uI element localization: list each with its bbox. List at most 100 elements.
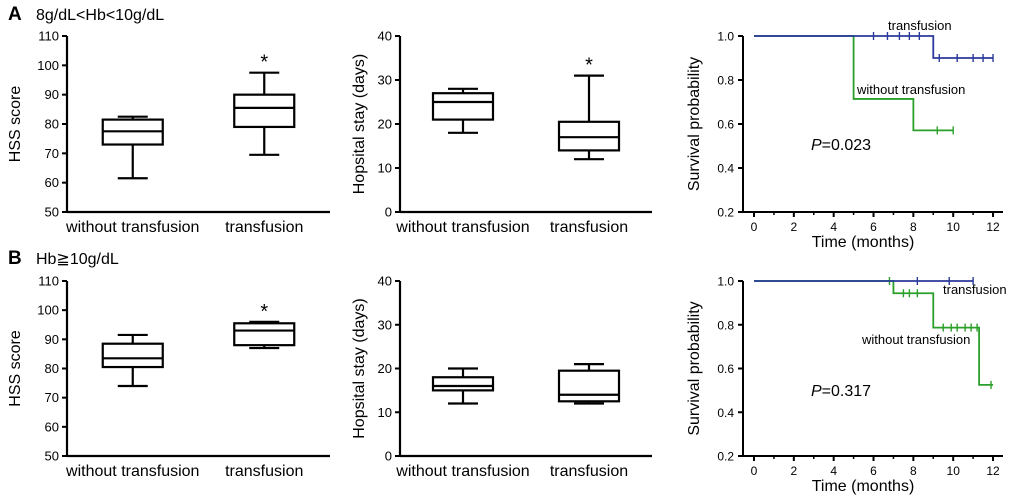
y-tick-label: 20 xyxy=(378,117,392,132)
box-iqr xyxy=(233,322,296,347)
y-tick-label: 0.2 xyxy=(717,206,734,220)
y-tick-label: 40 xyxy=(378,29,392,44)
x-tick-label: 12 xyxy=(986,464,1000,478)
box-iqr xyxy=(557,369,621,403)
series-label-transfusion: transfusion xyxy=(943,282,1007,297)
y-tick-label: 0.2 xyxy=(717,450,734,464)
box-transfusion xyxy=(233,71,296,156)
x-tick-label: 10 xyxy=(947,220,961,234)
x-category-label: transfusion xyxy=(550,463,628,480)
series-label-transfusion: transfusion xyxy=(888,18,952,33)
box-iqr xyxy=(431,92,495,121)
x-tick-label: 12 xyxy=(986,220,1000,234)
box-iqr xyxy=(233,93,296,129)
series-transfusion xyxy=(754,32,994,62)
y-tick-label: 0.8 xyxy=(717,318,734,332)
x-category-label: without transfusion xyxy=(395,219,529,236)
p-symbol: P xyxy=(811,137,822,154)
y-tick-label: 100 xyxy=(37,303,59,318)
x-tick-label: 6 xyxy=(870,220,877,234)
y-tick-label: 100 xyxy=(37,58,59,73)
y-tick-label: 0.4 xyxy=(717,406,734,420)
p-value-annotation: P=0.317 xyxy=(811,383,871,400)
y-tick-label: 50 xyxy=(45,205,59,220)
panel-a3: 0.2 0.4 0.6 0.8 1.0 0 2 4 6 8 10 12 Survival probabi… xyxy=(686,18,1003,251)
y-axis-label: Survival probability xyxy=(686,301,703,435)
x-tick-label: 0 xyxy=(751,464,758,478)
y-tick-label: 30 xyxy=(378,317,392,332)
x-tick-label: 4 xyxy=(830,464,837,478)
y-tick-label: 70 xyxy=(45,146,59,161)
x-tick-label: 2 xyxy=(790,464,797,478)
x-category-label: without transfusion xyxy=(65,463,199,480)
y-tick-label: 10 xyxy=(378,161,392,176)
panel-letter: A xyxy=(8,4,22,25)
x-category-label: transfusion xyxy=(550,219,628,236)
y-tick-label: 1.0 xyxy=(717,275,734,289)
y-tick-label: 0.8 xyxy=(717,74,734,88)
p-value-annotation: P=0.023 xyxy=(811,137,871,154)
series-without-transfusion xyxy=(754,277,994,389)
x-tick-label: 4 xyxy=(830,220,837,234)
y-tick-label: 60 xyxy=(45,419,59,434)
y-tick-label: 0 xyxy=(385,449,392,464)
y-axis-label: HSS score xyxy=(7,86,24,163)
x-tick-label: 0 xyxy=(751,220,758,234)
series-transfusion xyxy=(754,277,974,285)
panel-letter: B xyxy=(8,248,22,269)
y-tick-label: 50 xyxy=(45,449,59,464)
box-transfusion xyxy=(233,320,296,350)
panel-b2: 0 10 20 30 40 Hopsital stay (days) without tra… xyxy=(351,274,652,480)
p-value-text: =0.023 xyxy=(822,137,871,154)
y-axis-label: Survival probability xyxy=(686,57,703,191)
p-symbol: P xyxy=(811,383,822,400)
x-tick-label: 8 xyxy=(910,464,917,478)
x-category-label: transfusion xyxy=(225,219,303,236)
y-tick-label: 110 xyxy=(38,29,59,44)
y-axis-label: Hopsital stay (days) xyxy=(351,298,368,439)
panel-b1: B Hb≧10g/dL 50 60 70 80 90 100 110 HSS score witho… xyxy=(7,248,330,480)
y-tick-label: 30 xyxy=(378,73,392,88)
y-tick-label: 60 xyxy=(45,175,59,190)
y-tick-label: 20 xyxy=(378,361,392,376)
y-tick-label: 110 xyxy=(38,274,59,289)
significance-asterisk: * xyxy=(260,301,268,323)
y-tick-label: 0.6 xyxy=(717,362,734,376)
panel-subtitle: Hb≧10g/dL xyxy=(36,251,119,268)
box-without-transfusion xyxy=(101,333,164,388)
box-without-transfusion xyxy=(101,115,164,180)
x-tick-label: 10 xyxy=(947,464,961,478)
x-tick-label: 6 xyxy=(870,464,877,478)
x-category-label: without transfusion xyxy=(65,219,199,236)
y-tick-label: 0.6 xyxy=(717,118,734,132)
y-tick-label: 40 xyxy=(378,274,392,289)
y-tick-label: 80 xyxy=(45,361,59,376)
box-transfusion xyxy=(557,363,621,405)
x-category-label: without transfusion xyxy=(395,463,529,480)
panel-b3: 0.2 0.4 0.6 0.8 1.0 0 2 4 6 8 10 12 Survival probabi… xyxy=(686,275,1007,496)
y-tick-label: 70 xyxy=(45,390,59,405)
y-tick-label: 80 xyxy=(45,117,59,132)
significance-asterisk: * xyxy=(585,55,593,77)
p-value-text: =0.317 xyxy=(822,383,871,400)
y-axis-label: Hopsital stay (days) xyxy=(351,54,368,195)
x-tick-label: 8 xyxy=(910,220,917,234)
survival-curve xyxy=(754,35,994,59)
panel-subtitle: 8g/dL<Hb<10g/dL xyxy=(36,7,164,24)
box-iqr xyxy=(431,376,495,392)
panel-a1: A 8g/dL<Hb<10g/dL 50 60 70 80 90 100 110 HSS scor… xyxy=(7,4,330,236)
y-axis-label: HSS score xyxy=(7,330,24,407)
y-tick-label: 1.0 xyxy=(717,30,734,44)
panel-a2: 0 10 20 30 40 Hopsital stay (days) without tra… xyxy=(351,29,652,236)
significance-asterisk: * xyxy=(260,52,268,74)
x-axis-label: Time (months) xyxy=(812,234,915,251)
box-without-transfusion xyxy=(431,87,495,134)
y-tick-label: 0.4 xyxy=(717,162,734,176)
box-transfusion xyxy=(557,74,621,161)
series-label-without-transfusion: without transfusion xyxy=(856,82,965,97)
y-tick-label: 90 xyxy=(45,332,59,347)
y-tick-label: 90 xyxy=(45,87,59,102)
box-without-transfusion xyxy=(431,367,495,405)
x-category-label: transfusion xyxy=(225,463,303,480)
